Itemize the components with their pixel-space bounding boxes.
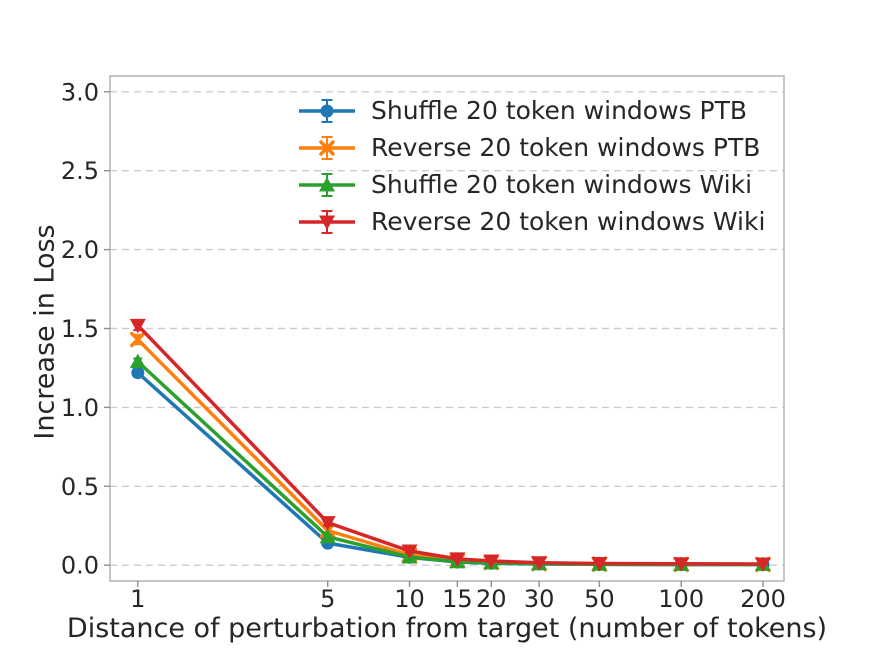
series-line: [136, 360, 763, 567]
marker-triangle-down-icon: [754, 557, 771, 572]
x-tick-label: 100: [658, 585, 704, 613]
legend-handle-shuffle-ptb: [299, 98, 355, 123]
x-tick-label: 5: [320, 585, 335, 613]
legend-item-reverse-ptb: Reverse 20 token windows PTB: [298, 129, 765, 166]
series-4: [129, 318, 771, 572]
y-tick-label: 2.5: [61, 157, 99, 185]
legend-label: Shuffle 20 token windows Wiki: [371, 170, 753, 199]
series-3: [129, 353, 771, 571]
marker-triangle-down-icon: [319, 516, 336, 531]
x-tick-label: 20: [476, 585, 507, 613]
legend-item-shuffle-ptb: Shuffle 20 token windows PTB: [298, 92, 765, 129]
marker-triangle-down-icon: [449, 552, 466, 567]
legend-label: Reverse 20 token windows PTB: [371, 133, 761, 162]
legend-handle-reverse-wiki: [299, 209, 355, 234]
y-tick-label: 2.0: [61, 236, 99, 264]
series-line: [136, 324, 763, 566]
marker-triangle-up-icon: [319, 176, 335, 191]
marker-triangle-down-icon: [129, 318, 146, 334]
marker-triangle-up-icon: [319, 528, 336, 544]
marker-x-icon: [130, 331, 146, 348]
y-tick-label: 0.0: [61, 552, 99, 580]
legend-item-shuffle-wiki: Shuffle 20 token windows Wiki: [298, 166, 765, 203]
marker-triangle-down-icon: [531, 556, 548, 571]
x-tick-label: 10: [394, 585, 425, 613]
legend-handle-reverse-ptb: [299, 135, 355, 160]
legend: Shuffle 20 token windows PTB Reverse 20 …: [298, 92, 765, 240]
y-tick-label: 1.0: [61, 394, 99, 422]
legend-item-reverse-wiki: Reverse 20 token windows Wiki: [298, 203, 765, 240]
y-axis-label: Increase in Loss: [29, 224, 61, 440]
marker-triangle-down-icon: [483, 554, 500, 569]
x-axis-label: Distance of perturbation from target (nu…: [66, 613, 828, 644]
marker-triangle-down-icon: [319, 215, 335, 230]
x-tick-label: 30: [524, 585, 555, 613]
y-tick-label: 1.5: [61, 315, 99, 343]
marker-circle-icon: [131, 366, 145, 380]
marker-triangle-up-icon: [129, 353, 146, 369]
x-tick-label: 15: [442, 585, 473, 613]
legend-label: Reverse 20 token windows Wiki: [371, 207, 766, 236]
x-tick-label: 50: [584, 585, 615, 613]
marker-circle-icon: [320, 104, 334, 117]
legend-handle-shuffle-wiki: [299, 172, 355, 197]
marker-x-icon: [319, 139, 335, 156]
y-tick-label: 3.0: [61, 78, 99, 106]
x-tick-label: 200: [740, 585, 786, 613]
series-1: [131, 366, 770, 572]
series-line: [136, 371, 763, 567]
marker-triangle-down-icon: [401, 544, 418, 560]
marker-triangle-down-icon: [591, 556, 608, 572]
x-tick-label: 1: [130, 585, 145, 613]
series-line: [136, 338, 763, 567]
y-tick-label: 0.5: [61, 473, 99, 501]
marker-triangle-down-icon: [673, 557, 690, 572]
legend-label: Shuffle 20 token windows PTB: [371, 96, 747, 125]
